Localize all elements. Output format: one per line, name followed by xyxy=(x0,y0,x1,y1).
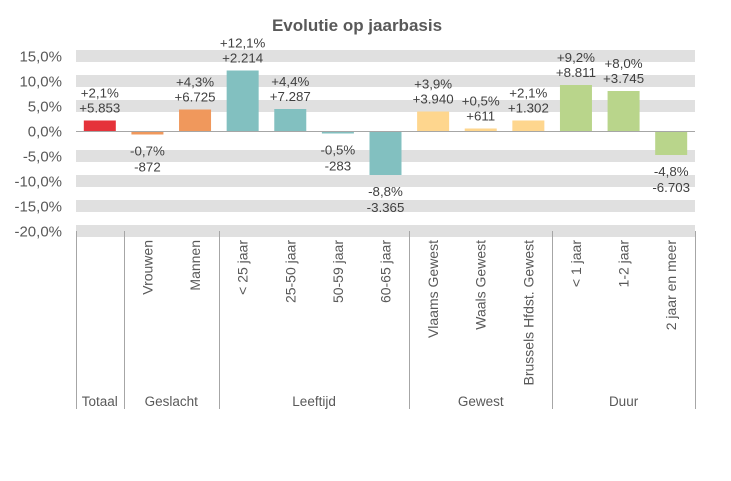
category-label: 1-2 jaar xyxy=(616,240,632,288)
category-label: Waals Gewest xyxy=(473,240,489,330)
y-tick-label: 5,0% xyxy=(28,99,62,116)
category-label: 60-65 jaar xyxy=(378,240,394,303)
data-label-absolute: +611 xyxy=(466,109,495,124)
bar xyxy=(369,131,402,175)
bar xyxy=(179,109,212,131)
data-label-percent: -8,8% xyxy=(368,184,403,199)
data-label-absolute: +5.853 xyxy=(79,101,120,116)
data-label-percent: +12,1% xyxy=(220,36,266,51)
y-tick-label: -15,0% xyxy=(14,199,62,216)
data-label-absolute: +8.811 xyxy=(556,65,596,80)
group-label: Duur xyxy=(609,394,639,409)
data-label-absolute: +3.940 xyxy=(413,92,454,107)
bar xyxy=(131,131,164,135)
data-label-absolute: +3.745 xyxy=(603,71,644,86)
chart-title: Evolutie op jaarbasis xyxy=(272,16,442,35)
category-label: 25-50 jaar xyxy=(282,240,298,303)
grid-band xyxy=(76,175,695,187)
group-label: Totaal xyxy=(82,394,118,409)
data-label-absolute: -3.365 xyxy=(367,200,405,215)
bar xyxy=(655,131,688,155)
y-tick-label: 10,0% xyxy=(19,74,62,91)
category-label: 2 jaar en meer xyxy=(663,240,679,331)
y-tick-label: -5,0% xyxy=(23,149,62,166)
data-label-percent: -0,5% xyxy=(321,143,356,158)
bar xyxy=(512,120,545,131)
data-label-percent: +9,2% xyxy=(557,50,595,65)
grid-band xyxy=(76,50,695,62)
data-label-percent: +2,1% xyxy=(509,86,547,101)
category-label: Vlaams Gewest xyxy=(425,240,441,338)
data-label-absolute: -872 xyxy=(134,160,161,175)
grid-band xyxy=(76,100,695,112)
group-label: Gewest xyxy=(458,394,504,409)
bar xyxy=(417,111,450,131)
data-labels: +2,1%+5.853-0,7%-872+4,3%+6.725+12,1%+2.… xyxy=(79,36,690,216)
y-tick-label: -10,0% xyxy=(14,174,62,191)
bar xyxy=(464,128,497,131)
data-label-percent: -4,8% xyxy=(654,164,689,179)
category-label: < 1 jaar xyxy=(568,240,584,287)
y-tick-label: -20,0% xyxy=(14,224,62,241)
bars xyxy=(83,70,688,175)
data-label-absolute: +7.287 xyxy=(270,89,311,104)
data-label-percent: -0,7% xyxy=(130,144,165,159)
data-label-percent: +4,3% xyxy=(176,75,214,90)
grid-band xyxy=(76,225,695,237)
category-label: 50-59 jaar xyxy=(330,240,346,303)
bar xyxy=(226,70,259,131)
x-axis: Vrouwen Mannen < 25 jaar 25-50 jaar 50-59 ja… xyxy=(76,231,696,409)
bar xyxy=(559,85,592,131)
data-label-absolute: -6.703 xyxy=(652,180,690,195)
group-label: Leeftijd xyxy=(292,394,336,409)
data-label-percent: +2,1% xyxy=(81,86,119,101)
data-label-absolute: +1.302 xyxy=(508,101,549,116)
bar xyxy=(274,109,307,131)
y-tick-label: 15,0% xyxy=(19,49,62,66)
category-label: < 25 jaar xyxy=(235,240,251,295)
y-tick-label: 0,0% xyxy=(28,124,62,141)
category-label: Mannen xyxy=(187,240,203,291)
data-label-absolute: +2.214 xyxy=(222,51,263,66)
group-label: Geslacht xyxy=(145,394,199,409)
data-label-absolute: -283 xyxy=(325,159,352,174)
bar xyxy=(83,120,116,131)
data-label-percent: +4,4% xyxy=(271,74,309,89)
data-label-absolute: +6.725 xyxy=(175,90,216,105)
data-label-percent: +0,5% xyxy=(462,94,500,109)
data-label-percent: +3,9% xyxy=(414,77,452,92)
bar xyxy=(607,91,640,131)
data-label-percent: +8,0% xyxy=(605,56,643,71)
category-label: Vrouwen xyxy=(139,240,155,295)
grid-band xyxy=(76,200,695,212)
y-axis: 15,0% 10,0% 5,0% 0,0% -5,0% -10,0% -15,0% -20,0… xyxy=(14,49,62,241)
category-label: Brussels Hfdst. Gewest xyxy=(520,240,536,386)
bar xyxy=(321,131,354,134)
